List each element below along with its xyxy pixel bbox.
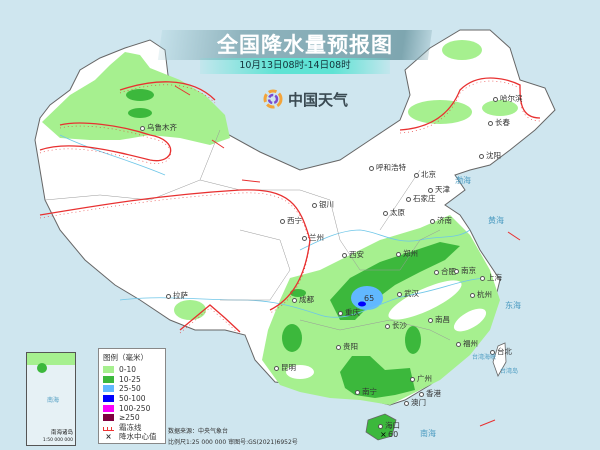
inset-scale: 1:50 000 000: [42, 438, 73, 443]
province-borders: [44, 129, 451, 341]
city-label: 昆明: [274, 362, 296, 373]
rain-0-10-areas: [42, 40, 518, 405]
city-label: 南昌: [428, 314, 450, 325]
inset-rain-area: [27, 353, 75, 365]
legend-label: ≥250: [119, 413, 140, 423]
precipitation-center-value: 60: [388, 430, 399, 439]
legend-label: 10-25: [119, 374, 141, 384]
legend-item: 50-100: [103, 394, 161, 404]
city-label: 哈尔滨: [493, 93, 523, 104]
rain-50-100-area: [358, 301, 366, 307]
legend-label: 降水中心值: [119, 432, 157, 442]
city-label: 福州: [456, 338, 478, 349]
china-weather-logo-icon: [263, 89, 283, 109]
forecast-period: 10月13日08时-14日08时: [239, 60, 351, 71]
city-label: 拉萨: [166, 290, 188, 301]
legend: 图例（毫米） 0-10 10-25 25-50 50-100 100-250 ≥…: [98, 348, 166, 444]
legend-swatch: [103, 404, 114, 412]
city-label: 济南: [430, 215, 452, 226]
cross-icon: ×: [105, 432, 112, 442]
city-label: 重庆: [338, 307, 360, 318]
city-label: 石家庄: [406, 193, 436, 204]
city-label: 乌鲁木齐: [140, 122, 177, 133]
city-label: 呼和浩特: [369, 162, 406, 173]
data-source: 数据来源：中央气象台: [168, 428, 229, 435]
sea-label: 台湾岛: [500, 368, 519, 375]
sea-label: 黄海: [488, 216, 504, 225]
legend-swatch: [103, 366, 114, 374]
legend-swatch: [103, 395, 114, 403]
legend-swatch: [103, 414, 114, 422]
city-label: 广州: [410, 373, 432, 384]
rivers: [59, 134, 486, 318]
city-label: 杭州: [470, 289, 492, 300]
legend-title: 图例（毫米）: [103, 353, 148, 362]
frost-line-icon: [103, 424, 114, 431]
inset-sea-label: 南海: [47, 397, 60, 404]
city-label: 西安: [342, 249, 364, 260]
city-label: 沈阳: [479, 150, 501, 161]
page-title: 全国降水量预报图: [217, 33, 393, 57]
subtitle-band: [200, 58, 390, 74]
city-label: 香港: [419, 388, 441, 399]
city-label: 海口: [378, 420, 400, 431]
logo: 中国天气: [262, 88, 348, 110]
inset-title: 南海诸岛: [50, 430, 73, 436]
legend-item: 100-250: [103, 403, 161, 413]
city-label: 南京: [454, 265, 476, 276]
city-label: 太原: [383, 207, 405, 218]
legend-swatch: [103, 375, 114, 383]
city-label: 兰州: [302, 232, 324, 243]
city-label: 银川: [312, 199, 334, 210]
sea-label: 台湾海峡: [472, 354, 497, 361]
city-label: 西宁: [280, 215, 302, 226]
precipitation-center-marker: ×: [380, 430, 387, 439]
city-label: 长春: [488, 117, 510, 128]
city-label: 合肥: [434, 266, 456, 277]
city-label: 上海: [480, 272, 502, 283]
legend-item: ≥250: [103, 413, 161, 423]
city-label: 台北: [490, 346, 512, 357]
city-label: 长沙: [385, 320, 407, 331]
city-label: 成都: [292, 294, 314, 305]
legend-label: 0-10: [119, 365, 137, 375]
legend-item: 0-10: [103, 365, 161, 375]
legend-label: 霜冻线: [119, 422, 142, 432]
logo-text: 中国天气: [288, 90, 349, 109]
wind-barbs: [174, 85, 521, 427]
sea-label: 东海: [505, 301, 521, 310]
sea-label: 渤海: [455, 176, 471, 185]
city-label: 澳门: [404, 397, 426, 408]
legend-label: 100-250: [119, 403, 151, 413]
legend-label: 25-50: [119, 384, 141, 394]
frost-lines: [39, 77, 541, 333]
city-label: 贵阳: [336, 341, 358, 352]
precipitation-center-value: 65: [364, 294, 375, 303]
city-label: 天津: [428, 184, 450, 195]
inset-hainan: [37, 363, 47, 373]
legend-item-frost: 霜冻线: [103, 423, 161, 433]
city-label: 南宁: [355, 386, 377, 397]
legend-item-center: × 降水中心值: [103, 432, 161, 442]
south-china-sea-inset: 南海 南海诸岛 1:50 000 000: [26, 352, 76, 446]
legend-item: 25-50: [103, 384, 161, 394]
legend-label: 50-100: [119, 394, 146, 404]
city-label: 郑州: [396, 248, 418, 259]
city-label: 北京: [414, 169, 436, 180]
map-scale: 比例尺1:25 000 000 审图号:GS(2021)6952号: [168, 439, 298, 446]
sea-label: 南海: [420, 429, 436, 438]
city-label: 武汉: [397, 288, 419, 299]
legend-swatch: [103, 385, 114, 393]
legend-item: 10-25: [103, 375, 161, 385]
